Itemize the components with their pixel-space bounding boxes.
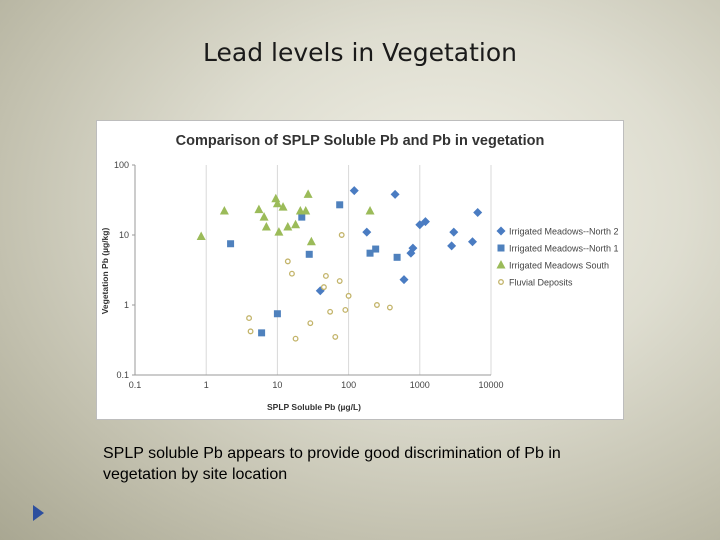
data-point bbox=[390, 189, 400, 199]
x-axis-label: SPLP Soluble Pb (µg/L) bbox=[267, 402, 361, 412]
legend-label: Irrigated Meadows South bbox=[509, 261, 609, 271]
data-point bbox=[420, 217, 430, 227]
legend-marker bbox=[496, 260, 506, 269]
legend-marker bbox=[496, 226, 506, 236]
scatter-chart: Comparison of SPLP Soluble Pb and Pb in … bbox=[100, 133, 619, 412]
data-point bbox=[196, 231, 206, 241]
data-point bbox=[291, 219, 301, 229]
y-tick-label: 0.1 bbox=[116, 370, 129, 380]
data-point bbox=[406, 248, 416, 258]
x-tick-labels: 0.1 1 10 100 1000 10000 bbox=[129, 380, 504, 390]
slide-caption: SPLP soluble Pb appears to provide good … bbox=[103, 445, 561, 483]
data-point bbox=[373, 302, 380, 308]
next-slide-arrow-icon[interactable] bbox=[33, 505, 44, 521]
data-point bbox=[386, 304, 393, 311]
x-tick-label: 0.1 bbox=[129, 380, 142, 390]
chart-legend: Irrigated Meadows--North 2 Irrigated Mead… bbox=[496, 226, 619, 288]
data-point bbox=[283, 222, 293, 231]
x-tick-label: 1 bbox=[204, 380, 209, 390]
data-point bbox=[336, 278, 343, 284]
data-point bbox=[227, 240, 235, 248]
y-tick-label: 100 bbox=[114, 160, 129, 170]
data-point bbox=[271, 193, 281, 203]
legend-label: Fluvial Deposits bbox=[509, 278, 573, 288]
data-point bbox=[301, 206, 311, 215]
y-axis-label: Vegetation Pb (µg/kg) bbox=[100, 228, 110, 315]
chart-panel: Comparison of SPLP Soluble Pb and Pb in … bbox=[96, 120, 624, 420]
data-point bbox=[303, 189, 313, 198]
data-points bbox=[196, 186, 483, 342]
data-point bbox=[342, 306, 349, 313]
x-tick-label: 1000 bbox=[410, 380, 430, 390]
legend-label: Irrigated Meadows--North 2 bbox=[509, 227, 619, 237]
legend-marker bbox=[497, 244, 505, 252]
data-point bbox=[365, 206, 375, 215]
data-point bbox=[320, 284, 327, 291]
y-tick-labels: 0.1 1 10 100 bbox=[114, 160, 129, 380]
data-point bbox=[261, 222, 271, 231]
data-point bbox=[332, 333, 339, 340]
data-point bbox=[468, 237, 478, 247]
data-point bbox=[447, 241, 457, 251]
data-point bbox=[322, 273, 329, 279]
x-tick-label: 10000 bbox=[478, 380, 503, 390]
data-point bbox=[473, 207, 483, 217]
data-point bbox=[305, 250, 313, 258]
data-point bbox=[366, 249, 374, 257]
data-point bbox=[393, 253, 401, 261]
data-point bbox=[349, 186, 359, 196]
chart-title: Comparison of SPLP Soluble Pb and Pb in … bbox=[176, 133, 545, 149]
data-point bbox=[246, 315, 253, 322]
data-point bbox=[288, 270, 295, 277]
data-point bbox=[274, 227, 284, 236]
data-point bbox=[362, 227, 372, 237]
data-point bbox=[306, 236, 316, 246]
data-point bbox=[258, 329, 266, 337]
x-tick-label: 10 bbox=[272, 380, 282, 390]
legend-label: Irrigated Meadows--North 1 bbox=[509, 244, 619, 254]
data-point bbox=[272, 198, 282, 208]
data-point bbox=[408, 243, 418, 253]
data-point bbox=[372, 245, 380, 253]
data-point bbox=[415, 220, 425, 230]
chart-gridlines bbox=[205, 165, 492, 375]
x-tick-label: 100 bbox=[341, 380, 356, 390]
data-point bbox=[254, 204, 264, 214]
data-point bbox=[336, 201, 344, 209]
slide-title: Lead levels in Vegetation bbox=[203, 38, 517, 67]
y-tick-label: 1 bbox=[124, 300, 129, 310]
data-point bbox=[273, 310, 281, 318]
y-tick-label: 10 bbox=[119, 230, 129, 240]
data-point bbox=[219, 206, 229, 215]
data-point bbox=[247, 328, 254, 335]
data-point bbox=[284, 258, 291, 265]
data-point bbox=[327, 308, 334, 315]
data-point bbox=[278, 202, 288, 211]
data-point bbox=[345, 292, 352, 299]
data-point bbox=[338, 232, 345, 238]
data-point bbox=[449, 227, 459, 237]
chart-axes bbox=[132, 164, 491, 376]
data-point bbox=[292, 335, 299, 342]
data-point bbox=[307, 320, 314, 327]
legend-marker bbox=[498, 279, 504, 285]
data-point bbox=[399, 275, 409, 285]
data-point bbox=[298, 213, 306, 221]
data-point bbox=[259, 212, 269, 221]
